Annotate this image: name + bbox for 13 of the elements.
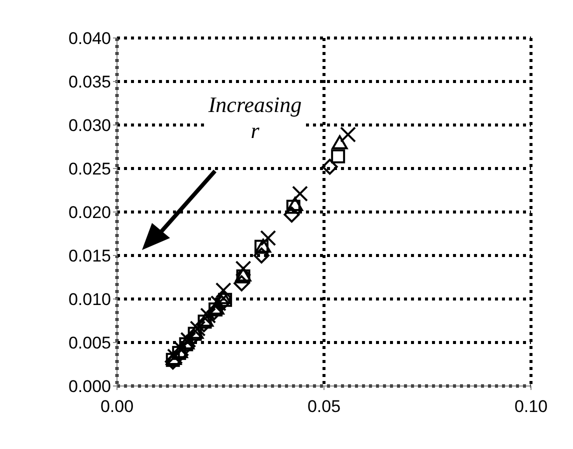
y-tick-label: 0.015 bbox=[68, 246, 111, 266]
y-tick-label: 0.040 bbox=[68, 29, 111, 48]
y-tick-label: 0.035 bbox=[68, 72, 111, 92]
x-tick-label: 0.10 bbox=[514, 397, 548, 416]
x-tick-label: 0.05 bbox=[307, 397, 341, 416]
y-tick-label: 0.000 bbox=[68, 377, 111, 396]
y-tick-label: 0.020 bbox=[68, 203, 111, 222]
y-tick-label: 0.005 bbox=[68, 334, 111, 353]
annotation: Increasing r bbox=[205, 92, 305, 144]
y-tick-label: 0.025 bbox=[68, 160, 111, 179]
y-tick-label: 0.030 bbox=[68, 116, 111, 136]
y-tick-label: 0.010 bbox=[68, 290, 111, 310]
x-tick-label: 0.00 bbox=[100, 397, 134, 416]
